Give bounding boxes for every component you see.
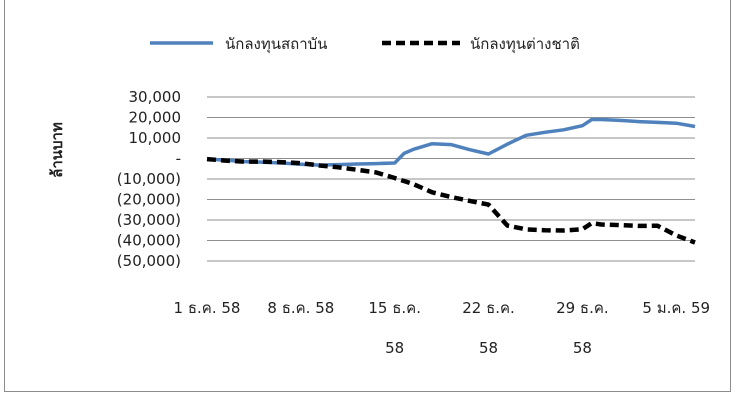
y-tick-label: -	[176, 150, 181, 168]
y-axis-ticks: 30,000 20,000 10,000 - (10,000) (20,000) (30,0…	[117, 88, 181, 270]
x-tick-label: 29 ธ.ค.	[556, 299, 609, 317]
y-tick-label: 30,000	[129, 88, 182, 106]
x-tick-label: 58	[385, 339, 404, 357]
y-tick-label: (50,000)	[117, 252, 181, 270]
chart-frame	[4, 0, 731, 392]
y-tick-label: (20,000)	[117, 191, 181, 209]
legend-label: นักลงทุนสถาบัน	[225, 35, 327, 54]
series-line-1	[206, 156, 696, 245]
y-tick-label: (40,000)	[117, 232, 181, 250]
y-tick-label: 10,000	[129, 129, 182, 147]
y-axis-label: ล้านบาท	[48, 122, 66, 178]
x-tick-label: 58	[573, 339, 592, 357]
series-lines	[206, 117, 696, 245]
x-axis-ticks: 1 ธ.ค. 58 8 ธ.ค. 58 15 ธ.ค. 58 22 ธ.ค. 58 29 ธ…	[174, 299, 710, 357]
y-tick-label: (10,000)	[117, 170, 181, 188]
x-tick-label: 58	[479, 339, 498, 357]
x-tick-label: 1 ธ.ค. 58	[174, 299, 241, 317]
x-tick-label: 8 ธ.ค. 58	[267, 299, 334, 317]
x-tick-label: 15 ธ.ค.	[368, 299, 421, 317]
x-tick-label: 22 ธ.ค.	[462, 299, 515, 317]
legend: นักลงทุนสถาบัน นักลงทุนต่างชาติ	[150, 35, 580, 54]
gridlines	[207, 96, 695, 262]
legend-label: นักลงทุนต่างชาติ	[470, 35, 580, 54]
y-tick-label: (30,000)	[117, 211, 181, 229]
x-tick-label: 5 ม.ค. 59	[642, 299, 710, 317]
y-tick-label: 20,000	[129, 109, 182, 127]
